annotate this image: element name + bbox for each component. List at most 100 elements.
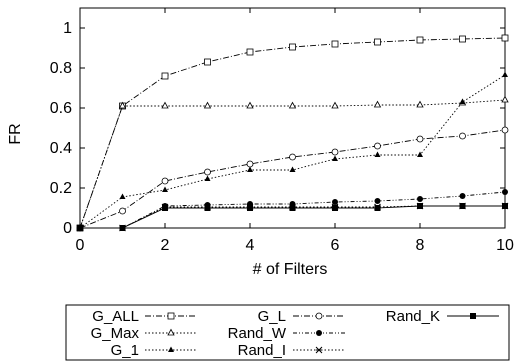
data-point bbox=[161, 101, 169, 109]
legend: G_ALL G_L Rand_K G_Max Rand_W G_1 Rand_I bbox=[65, 304, 510, 361]
data-point bbox=[459, 35, 466, 43]
data-point bbox=[417, 196, 423, 202]
data-point bbox=[161, 177, 169, 185]
y-tick-label: 0.6 bbox=[50, 100, 72, 117]
legend-box bbox=[65, 304, 510, 361]
data-point bbox=[204, 203, 211, 211]
legend-label: G_1 bbox=[111, 342, 139, 359]
data-point bbox=[162, 186, 168, 192]
x-tick-label: 2 bbox=[161, 237, 170, 254]
data-point bbox=[247, 166, 253, 172]
x-tick-label: 8 bbox=[416, 237, 425, 254]
data-point bbox=[246, 48, 254, 56]
series-layer bbox=[76, 34, 509, 232]
legend-item: G_ALL bbox=[92, 308, 197, 325]
data-point bbox=[416, 36, 424, 44]
series-g-all bbox=[76, 34, 509, 232]
data-point bbox=[203, 101, 212, 109]
data-point bbox=[502, 71, 508, 77]
data-point bbox=[119, 193, 126, 199]
legend-item: Rand_K bbox=[386, 308, 499, 325]
data-point bbox=[246, 160, 254, 168]
legend-item: G_1 bbox=[111, 342, 197, 359]
data-point bbox=[168, 346, 174, 352]
data-point bbox=[161, 203, 169, 211]
data-point bbox=[331, 203, 339, 211]
legend-item: Rand_W bbox=[228, 325, 345, 342]
data-point bbox=[204, 175, 211, 181]
series-line bbox=[79, 74, 506, 229]
data-point bbox=[331, 148, 339, 156]
legend-label: Rand_I bbox=[238, 342, 286, 359]
data-point bbox=[332, 199, 338, 205]
data-point bbox=[247, 205, 253, 211]
data-point bbox=[315, 312, 323, 320]
data-point bbox=[119, 207, 126, 215]
data-point bbox=[374, 38, 381, 46]
series-g-l bbox=[76, 126, 509, 232]
axes: 00.20.40.60.810 2 4 6 8 10 bbox=[50, 8, 514, 254]
y-tick-label: 0.8 bbox=[50, 60, 72, 77]
x-tick-label: 4 bbox=[246, 237, 255, 254]
series-line bbox=[79, 37, 506, 229]
data-point bbox=[289, 166, 296, 172]
y-axis-label: FR bbox=[7, 123, 24, 144]
legend-label: Rand_W bbox=[228, 325, 287, 342]
data-point bbox=[316, 330, 322, 336]
data-point bbox=[167, 312, 175, 320]
data-point bbox=[289, 43, 296, 51]
series-line bbox=[79, 129, 506, 229]
legend-item: G_L bbox=[258, 308, 345, 325]
data-point bbox=[502, 189, 508, 195]
x-axis-label: # of Filters bbox=[253, 261, 328, 278]
data-point bbox=[501, 126, 509, 134]
data-point bbox=[374, 205, 381, 211]
data-point bbox=[161, 72, 169, 80]
data-point bbox=[204, 168, 211, 176]
y-tick-label: 1 bbox=[63, 20, 72, 37]
data-point bbox=[374, 203, 381, 211]
y-tick-label: 0.2 bbox=[50, 180, 72, 197]
plot-frame bbox=[79, 7, 506, 229]
data-point bbox=[374, 142, 381, 150]
data-point bbox=[247, 201, 253, 207]
data-point bbox=[501, 34, 509, 42]
series-g-1 bbox=[77, 71, 508, 230]
x-tick-label: 6 bbox=[331, 237, 340, 254]
data-point bbox=[331, 40, 339, 48]
data-point bbox=[332, 155, 338, 161]
data-point bbox=[374, 151, 381, 157]
legend-item: G_Max bbox=[91, 325, 197, 342]
data-point bbox=[119, 224, 126, 232]
legend-label: G_Max bbox=[91, 325, 140, 342]
data-point bbox=[459, 132, 466, 140]
x-tick-label: 0 bbox=[76, 237, 85, 254]
data-point bbox=[416, 135, 424, 143]
data-point bbox=[331, 101, 339, 109]
data-point bbox=[501, 202, 509, 210]
data-point bbox=[416, 202, 424, 210]
data-point bbox=[246, 203, 254, 211]
series-rand-i bbox=[76, 202, 509, 232]
data-point bbox=[315, 346, 323, 354]
data-point bbox=[459, 193, 466, 199]
data-point bbox=[459, 202, 466, 210]
data-point bbox=[373, 100, 382, 108]
legend-label: G_ALL bbox=[92, 308, 139, 325]
data-point bbox=[332, 205, 338, 211]
y-tick-label: 0 bbox=[63, 220, 72, 237]
data-point bbox=[416, 100, 424, 108]
legend-label: Rand_K bbox=[386, 308, 440, 325]
data-point bbox=[289, 205, 296, 211]
data-point bbox=[289, 203, 296, 211]
data-point bbox=[246, 101, 254, 109]
data-point bbox=[288, 101, 297, 109]
data-point bbox=[289, 153, 296, 161]
data-point bbox=[204, 58, 211, 66]
data-point bbox=[374, 198, 381, 204]
data-point bbox=[470, 313, 476, 319]
plot-area bbox=[79, 7, 506, 229]
data-point bbox=[289, 201, 296, 207]
x-tick-label: 10 bbox=[496, 237, 514, 254]
